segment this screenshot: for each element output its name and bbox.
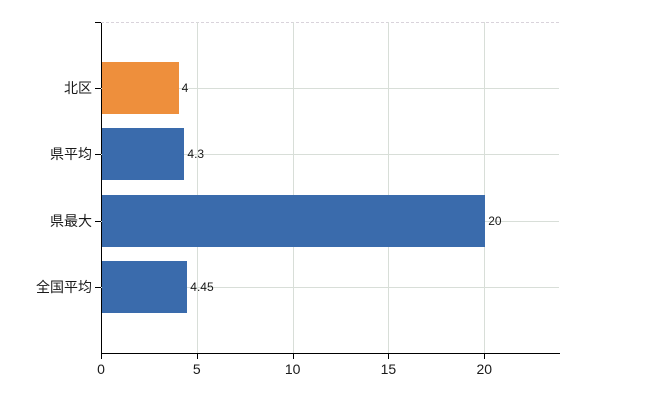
x-axis-tick (388, 354, 390, 359)
gridline-vertical (388, 22, 390, 353)
gridline-vertical (484, 22, 486, 353)
x-axis-tick (196, 354, 198, 359)
chart-bar[interactable] (102, 62, 179, 115)
plot-area (101, 22, 560, 354)
value-label: 4.45 (190, 279, 214, 294)
category-label: 県最大 (50, 212, 92, 229)
gridline-horizontal (101, 88, 559, 90)
value-label: 4.3 (187, 147, 205, 162)
chart-bar[interactable] (102, 260, 188, 313)
x-tick-label: 10 (284, 361, 301, 377)
y-axis-top-tick (95, 22, 101, 23)
category-tick (95, 286, 101, 288)
category-label: 北区 (64, 80, 92, 97)
x-axis-tick (292, 354, 294, 359)
value-label: 20 (488, 213, 502, 228)
category-label: 県平均 (50, 146, 92, 163)
x-tick-label: 0 (97, 361, 105, 377)
gridline-vertical (292, 22, 294, 353)
chart-bar[interactable] (102, 128, 185, 181)
x-axis-tick (484, 354, 486, 359)
x-tick-label: 15 (380, 361, 397, 377)
gridline-horizontal (101, 286, 559, 288)
x-tick-label: 20 (476, 361, 493, 377)
category-label: 全国平均 (36, 278, 92, 295)
gridline-vertical (196, 22, 198, 353)
value-label: 4 (181, 81, 189, 96)
gridline-horizontal (101, 154, 559, 156)
chart-bar[interactable] (102, 194, 486, 247)
plot-top-border (101, 22, 559, 23)
category-tick (95, 220, 101, 222)
x-tick-label: 5 (192, 361, 201, 377)
x-axis-tick (101, 354, 102, 359)
category-tick (95, 88, 101, 90)
category-tick (95, 154, 101, 156)
